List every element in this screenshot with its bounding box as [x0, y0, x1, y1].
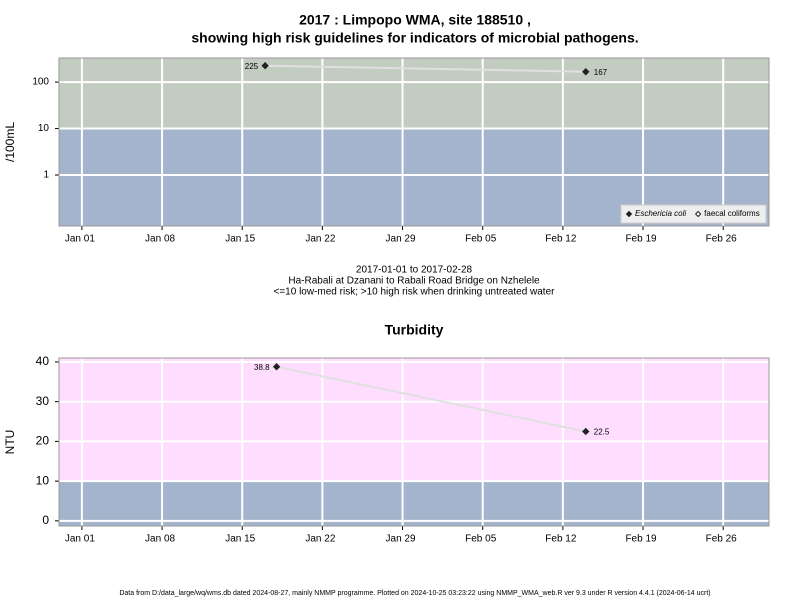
y-tick-label: 10	[38, 123, 50, 134]
y-tick-label: 100	[32, 77, 49, 88]
y-tick-label: 10	[36, 473, 50, 487]
chart-title: Turbidity	[385, 322, 444, 338]
y-tick-label: 30	[36, 394, 50, 408]
chart-subtitle: showing high risk guidelines for indicat…	[191, 30, 638, 46]
x-tick-label: Jan 08	[145, 234, 175, 245]
x-tick-label: Feb 12	[545, 534, 577, 545]
risk-band-high	[59, 58, 769, 129]
x-tick-label: Jan 08	[145, 534, 175, 545]
y-tick-label: 20	[36, 434, 50, 448]
data-point	[582, 68, 590, 76]
legend-label: faecal coliforms	[704, 209, 760, 218]
y-tick-label: 0	[42, 513, 49, 527]
x-tick-label: Jan 29	[386, 534, 416, 545]
data-point	[261, 62, 269, 70]
caption: <=10 low-med risk; >10 high risk when dr…	[274, 287, 556, 298]
legend-label: Eschericia coli	[635, 209, 686, 218]
x-tick-label: Jan 22	[305, 534, 335, 545]
caption: Ha-Rabali at Dzanani to Rabali Road Brid…	[288, 276, 540, 287]
data-label: 167	[594, 68, 608, 77]
x-tick-label: Feb 12	[545, 234, 577, 245]
y-tick-label: 1	[43, 170, 49, 181]
data-label: 225	[245, 62, 259, 71]
x-tick-label: Feb 19	[625, 234, 657, 245]
legend-box	[620, 204, 767, 224]
legend-marker	[694, 210, 702, 218]
x-tick-label: Feb 26	[706, 534, 738, 545]
data-point	[582, 427, 590, 436]
series-line	[276, 365, 586, 433]
caption: 2017-01-01 to 2017-02-28	[356, 265, 473, 276]
data-point	[272, 363, 281, 371]
x-tick-label: Feb 26	[706, 234, 738, 245]
y-axis-label: /100mL	[3, 122, 17, 162]
data-label: 22.5	[594, 428, 610, 437]
x-tick-label: Jan 22	[305, 234, 335, 245]
x-tick-label: Jan 15	[225, 534, 255, 545]
y-axis-label: NTU	[3, 430, 17, 455]
x-tick-label: Jan 29	[386, 234, 416, 245]
plot-frame	[58, 57, 770, 227]
legend-marker	[625, 210, 633, 218]
data-label: 38.8	[254, 363, 270, 372]
risk-band-low	[59, 481, 769, 526]
y-tick-label: 40	[36, 354, 50, 368]
series-line	[265, 64, 586, 73]
plot-frame	[58, 357, 770, 527]
x-tick-label: Feb 05	[465, 234, 497, 245]
risk-band-high	[59, 358, 769, 482]
x-tick-label: Feb 19	[625, 534, 657, 545]
chart-title: 2017 : Limpopo WMA, site 188510 ,	[299, 12, 531, 28]
x-tick-label: Jan 01	[65, 234, 95, 245]
x-tick-label: Feb 05	[465, 534, 497, 545]
x-tick-label: Jan 15	[225, 234, 255, 245]
footer: Data from D:/data_large/wq/wms.db dated …	[119, 590, 710, 597]
x-tick-label: Jan 01	[65, 534, 95, 545]
